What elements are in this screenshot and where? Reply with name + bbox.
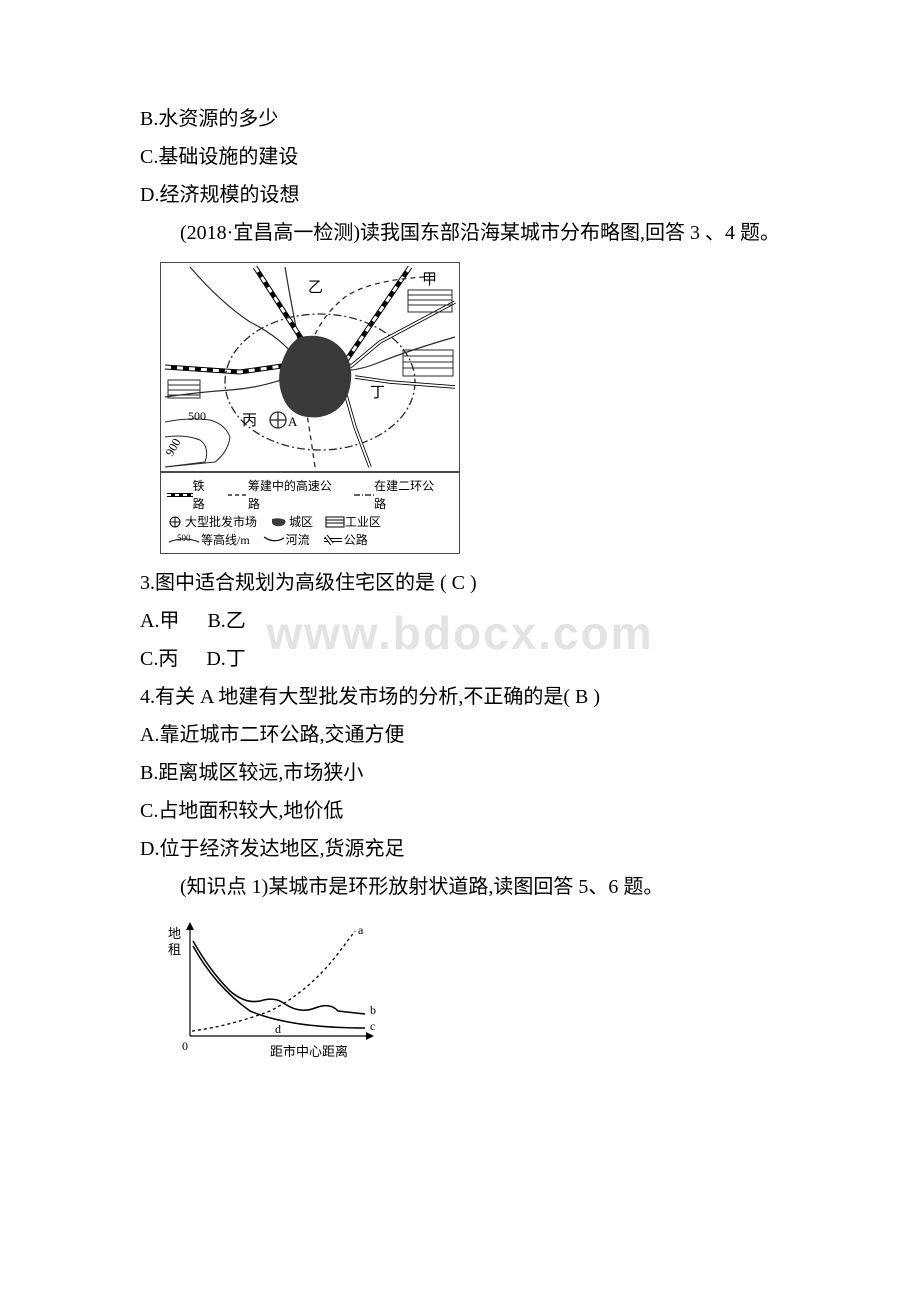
legend-industrial: 工业区 (325, 513, 381, 531)
map-figure: 甲 乙 丙 丁 A 500 900 铁路 筹建中的高速公路 在建二环公路 (160, 262, 460, 554)
intro-q5-6: (知识点 1)某城市是环形放射状道路,读图回答 5、6 题。 (80, 868, 840, 906)
map-legend: 铁路 筹建中的高速公路 在建二环公路 大型批发市场 城区 (160, 472, 460, 554)
document-content: B.水资源的多少 C.基础设施的建设 D.经济规模的设想 (2018·宜昌高一检… (80, 100, 840, 1079)
q4-opt-b: B.距离城区较远,市场狭小 (80, 754, 840, 792)
xlabel: 距市中心距离 (270, 1044, 348, 1059)
label-jia: 甲 (422, 272, 437, 288)
option-c: C.基础设施的建设 (80, 138, 840, 176)
label-ding: 丁 (370, 385, 385, 401)
series-d: d (275, 1022, 281, 1036)
series-a: a (358, 923, 364, 937)
legend-urban: 城区 (269, 513, 313, 531)
chart-svg: d 地 租 0 距市中心距离 a b c (160, 916, 390, 1066)
legend-contour: 500 等高线/m (167, 531, 250, 549)
intro1-text: (2018·宜昌高一检测)读我国东部沿海某城市分布略图,回答 3 、4 题。 (180, 222, 780, 244)
q3-choices-2: C.丙D.丁 (80, 640, 840, 678)
series-b: b (370, 1003, 376, 1017)
option-d: D.经济规模的设想 (80, 176, 840, 214)
ylabel-1: 地 (168, 926, 181, 941)
intro-q3-4: (2018·宜昌高一检测)读我国东部沿海某城市分布略图,回答 3 、4 题。 (80, 214, 840, 252)
label-yi: 乙 (308, 280, 323, 296)
legend-railway: 铁路 (167, 477, 216, 513)
city-map-svg: 甲 乙 丙 丁 A 500 900 (160, 262, 460, 472)
series-c: c (370, 1019, 375, 1033)
legend-ring: 在建二环公路 (354, 477, 445, 513)
label-a: A (288, 414, 298, 429)
q4-opt-c: C.占地面积较大,地价低 (80, 792, 840, 830)
q4-opt-a: A.靠近城市二环公路,交通方便 (80, 716, 840, 754)
label-bing: 丙 (242, 413, 257, 429)
q4-opt-d: D.位于经济发达地区,货源充足 (80, 830, 840, 868)
legend-road: 公路 (322, 531, 368, 549)
legend-river: 河流 (262, 531, 310, 549)
ylabel-2: 租 (168, 942, 181, 957)
legend-market: 大型批发市场 (167, 513, 257, 531)
q3-choices-1: A.甲B.乙 (80, 602, 840, 640)
q3-text: 3.图中适合规划为高级住宅区的是 ( C ) (80, 564, 840, 602)
legend-highway: 筹建中的高速公路 (228, 477, 342, 513)
option-b: B.水资源的多少 (80, 100, 840, 138)
origin: 0 (182, 1039, 188, 1053)
svg-text:500: 500 (177, 534, 191, 543)
q4-text: 4.有关 A 地建有大型批发市场的分析,不正确的是( B ) (80, 678, 840, 716)
rent-distance-chart: d 地 租 0 距市中心距离 a b c (160, 916, 390, 1079)
contour-500: 500 (188, 409, 206, 423)
